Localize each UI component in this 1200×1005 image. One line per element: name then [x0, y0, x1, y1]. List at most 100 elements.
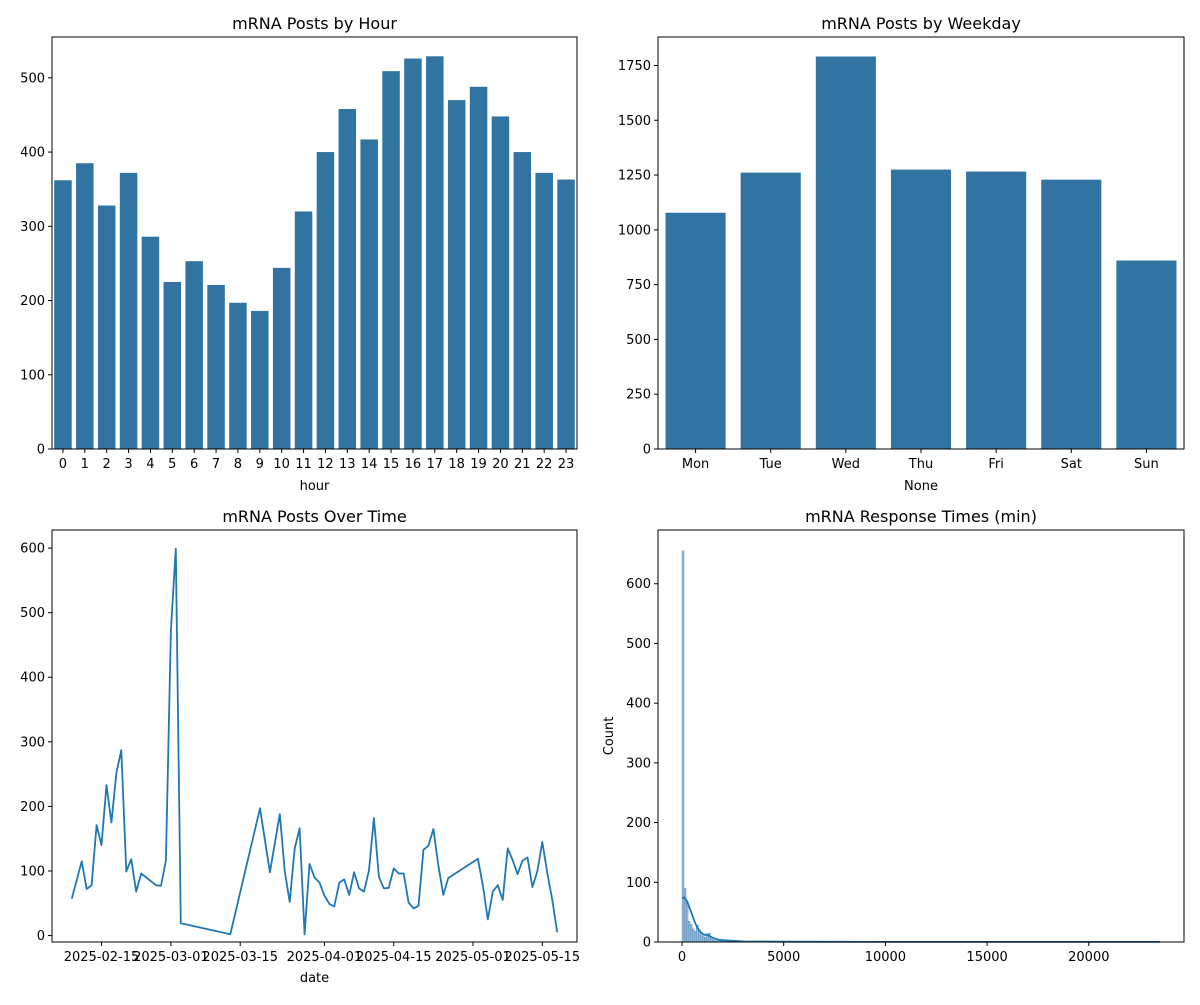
x-tick-label: 11 [295, 457, 312, 472]
bar-13 [338, 109, 357, 450]
y-tick-label: 1000 [618, 223, 651, 238]
bar-20 [491, 116, 510, 449]
chart-title: mRNA Posts Over Time [222, 507, 406, 526]
x-tick-label: 3 [124, 457, 132, 472]
bar-19 [469, 86, 488, 449]
bar-6 [185, 261, 203, 449]
histogram-bin [702, 935, 705, 943]
chart-response-times: mRNA Response Times (min) 0 5000 10000 1500… [602, 507, 1185, 965]
y-axis-ticks: 0 100 200 300 400 500 600 [626, 577, 658, 951]
x-tick-label: Sun [1134, 457, 1159, 472]
x-axis-ticks: 0 1 2 3 4 5 6 7 8 9 10 11 12 13 14 15 16 17 18 19 20 21 22 23 [59, 449, 575, 472]
x-tick-label: 22 [536, 457, 553, 472]
y-tick-label: 0 [37, 443, 45, 458]
x-axis-ticks: 0 5000 10000 15000 20000 [678, 942, 1109, 965]
x-tick-label: 10 [273, 457, 290, 472]
y-axis-ticks: 0 250 500 750 1000 1250 1500 1750 [618, 59, 658, 458]
y-tick-label: 300 [20, 220, 45, 235]
y-axis-label: Count [602, 717, 617, 756]
histogram-bin [708, 932, 711, 943]
series-line [70, 547, 559, 936]
y-tick-label: 500 [20, 71, 45, 86]
bar-0 [54, 180, 72, 449]
y-tick-label: 1250 [618, 169, 651, 184]
x-tick-label: 20000 [1068, 950, 1109, 965]
bar-5 [163, 281, 182, 449]
y-tick-label: 100 [20, 368, 45, 383]
bar-Sat [1041, 179, 1102, 449]
bar-Thu [890, 169, 952, 449]
histogram-bin [683, 888, 687, 943]
bar-16 [404, 58, 422, 450]
bar-7 [207, 284, 225, 449]
y-tick-label: 400 [20, 671, 45, 686]
y-tick-label: 0 [643, 443, 651, 458]
x-tick-label: Thu [908, 457, 933, 472]
bar-12 [316, 152, 335, 450]
x-tick-label: Wed [832, 457, 860, 472]
chart-title: mRNA Response Times (min) [805, 507, 1037, 526]
plot-frame [657, 529, 1185, 943]
x-tick-label: 21 [514, 457, 531, 472]
bar-15 [382, 71, 400, 449]
x-axis-label: date [300, 971, 329, 986]
x-tick-label: 4 [146, 457, 154, 472]
x-tick-label: 20 [492, 457, 509, 472]
chart-posts-by-hour: mRNA Posts by Hour 0 1 2 3 4 5 6 7 8 9 10 11 12 13 14 1… [20, 14, 578, 494]
bars [54, 56, 575, 450]
y-tick-label: 500 [626, 333, 651, 348]
x-tick-label: 2025-03-15 [202, 950, 278, 965]
y-tick-label: 500 [20, 606, 45, 621]
plot-frame [657, 36, 1185, 450]
bar-Wed [815, 56, 876, 449]
x-tick-label: 5 [168, 457, 176, 472]
bar-10 [272, 267, 291, 449]
y-tick-label: 200 [20, 800, 45, 815]
y-axis-ticks: 0 100 200 300 400 500 600 [20, 542, 52, 944]
bar-3 [119, 172, 138, 450]
y-tick-label: 300 [626, 756, 651, 771]
chart-posts-over-time: mRNA Posts Over Time 2025-02-152025-03-0… [20, 507, 580, 986]
histogram-bin [704, 937, 707, 943]
x-tick-label: 15000 [966, 950, 1007, 965]
x-tick-label: 13 [339, 457, 356, 472]
y-tick-label: 100 [626, 876, 651, 891]
y-tick-label: 100 [20, 864, 45, 879]
x-tick-label: 2025-04-15 [356, 950, 432, 965]
bar-14 [360, 139, 378, 449]
y-tick-label: 0 [37, 929, 45, 944]
x-tick-label: 17 [427, 457, 444, 472]
y-tick-label: 1750 [618, 59, 651, 74]
bars [665, 56, 1177, 450]
chart-title: mRNA Posts by Hour [232, 14, 397, 33]
x-tick-label: 15 [383, 457, 400, 472]
x-tick-label: 5000 [767, 950, 800, 965]
bar-Tue [740, 172, 801, 449]
histogram-bin [694, 931, 697, 943]
x-tick-label: Mon [682, 457, 709, 472]
x-tick-label: 14 [361, 457, 378, 472]
histogram-bin [710, 938, 713, 943]
plot-frame [51, 36, 578, 450]
y-tick-label: 750 [626, 278, 651, 293]
x-tick-label: 23 [558, 457, 575, 472]
x-axis-ticks: Mon Tue Wed Thu Fri Sat Sun [682, 449, 1159, 472]
x-tick-label: Fri [988, 457, 1004, 472]
chart-title: mRNA Posts by Weekday [821, 14, 1021, 33]
histogram-bin [691, 928, 695, 943]
y-tick-label: 250 [626, 388, 651, 403]
y-tick-label: 500 [626, 637, 651, 652]
x-tick-label: 18 [448, 457, 465, 472]
y-tick-label: 400 [626, 697, 651, 712]
bar-22 [535, 172, 553, 450]
histogram-bin [687, 920, 691, 943]
x-axis-label: None [904, 479, 938, 494]
y-tick-label: 400 [20, 146, 45, 161]
bar-4 [141, 236, 160, 449]
x-tick-label: 9 [256, 457, 264, 472]
chart-posts-by-weekday: mRNA Posts by Weekday Mon Tue Wed Thu Fri Sat… [618, 14, 1185, 494]
y-tick-label: 0 [643, 936, 651, 951]
x-tick-label: 19 [470, 457, 487, 472]
y-tick-label: 600 [20, 542, 45, 557]
